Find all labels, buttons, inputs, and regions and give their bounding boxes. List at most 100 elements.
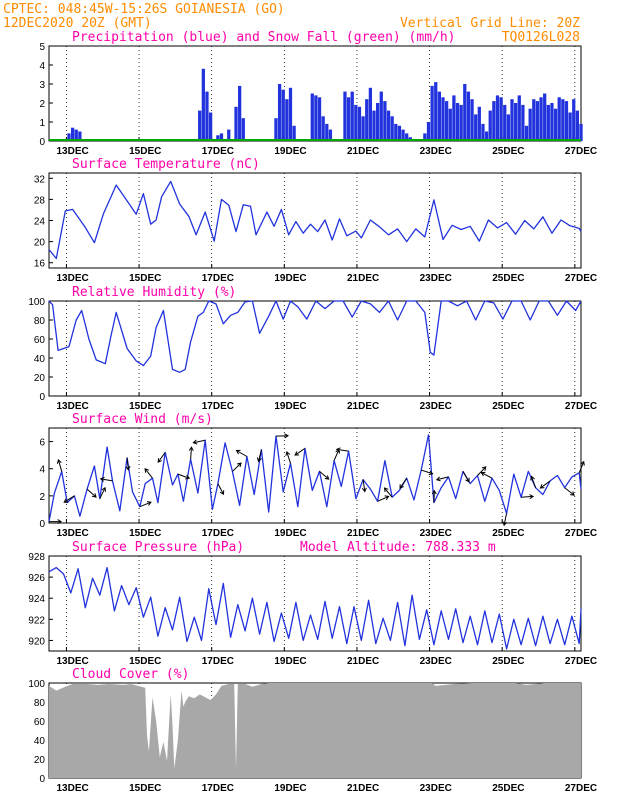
temp-ytick-label-24: 24 (34, 217, 46, 228)
precip-bar (383, 101, 387, 141)
cloud-ytick-label-100: 100 (28, 679, 45, 690)
rh-series-line (48, 300, 582, 373)
wind-arrow-head (324, 475, 330, 480)
pres-ytick-label-926: 926 (28, 573, 45, 584)
wind-ytick-label-2: 2 (39, 492, 45, 503)
cloud-xtick-label-27DEC: 27DEC (565, 783, 597, 794)
precip-bar (474, 114, 478, 141)
cloud-xtick-label-17DEC: 17DEC (202, 783, 234, 794)
cloud-xtick-label-13DEC: 13DEC (56, 783, 88, 794)
precip-bar (550, 103, 554, 141)
wind-arrow (144, 468, 153, 479)
precip-bar (310, 93, 314, 141)
cloud-title: Cloud Cover (%) (72, 667, 189, 682)
wind-arrow (421, 469, 433, 475)
pres-title: Surface Pressure (hPa) (72, 540, 244, 555)
precip-bar (506, 114, 511, 141)
precip-bar (74, 129, 78, 141)
wind-arrow-head (188, 446, 194, 452)
cloud-xtick-label-19DEC: 19DEC (274, 783, 306, 794)
precip-ytick-label-2: 2 (39, 99, 45, 110)
precip-bar (390, 116, 394, 141)
wind-xtick-label-25DEC: 25DEC (492, 528, 524, 539)
wind-title: Surface Wind (m/s) (72, 412, 213, 427)
pres-xtick-label-25DEC: 25DEC (492, 656, 524, 667)
precip-bar (426, 122, 431, 141)
wind-arrow-head (435, 476, 441, 482)
precip-bar (205, 91, 209, 141)
wind-arrow (333, 449, 340, 461)
temp-xtick-label-17DEC: 17DEC (202, 273, 234, 284)
precip-bar (346, 97, 351, 141)
precip-bar (495, 95, 500, 141)
wind-arrow (477, 466, 487, 476)
precip-bar (219, 133, 224, 141)
precip-xtick-label-17DEC: 17DEC (202, 146, 234, 157)
temp-title: Surface Temperature (nC) (72, 157, 260, 172)
precip-bar (376, 103, 380, 141)
wind-arrow (540, 480, 551, 489)
wind-arrow (86, 488, 97, 498)
wind-arrow-head (192, 439, 198, 445)
wind-arrow (399, 477, 408, 489)
pres-ytick-label-920: 920 (28, 636, 45, 647)
precip-bar (361, 116, 365, 141)
precip-bar (543, 93, 547, 141)
wind-arrow (190, 447, 192, 460)
wind-arrow (336, 448, 349, 452)
wind-arrow-head (383, 487, 389, 493)
pres-ytick-label-928: 928 (28, 552, 45, 563)
wind-arrow-head (428, 470, 434, 476)
precip-ytick-label-5: 5 (39, 42, 45, 53)
precip-bar (227, 129, 231, 141)
temp-series-line (48, 180, 582, 260)
wind-arrow-head (530, 475, 535, 481)
precip-bar (564, 101, 569, 141)
precip-bar (546, 104, 550, 141)
cloud-ytick-label-80: 80 (34, 698, 46, 709)
precip-bar (572, 99, 576, 141)
precip-bar (423, 133, 427, 141)
wind-arrow (564, 487, 575, 496)
wind-arrow-head (539, 484, 545, 489)
precip-bar (535, 101, 540, 141)
temp-xtick-label-13DEC: 13DEC (56, 273, 88, 284)
wind-arrow-head (56, 458, 62, 464)
precip-ytick-label-3: 3 (39, 80, 45, 91)
wind-arrow-head (570, 491, 575, 496)
precip-bar (470, 99, 474, 141)
precip-bar (503, 104, 507, 141)
precip-bar (401, 129, 405, 141)
precip-bar (274, 118, 278, 141)
precip-bar (430, 85, 434, 141)
precip-bar (285, 99, 289, 141)
wind-arrow-head (580, 460, 585, 466)
wind-arrow-head (91, 493, 97, 498)
wind-arrow (126, 457, 129, 470)
temp-frame (48, 172, 582, 269)
pres-xtick-label-17DEC: 17DEC (202, 656, 234, 667)
wind-arrow-head (481, 466, 487, 471)
precip-bar (448, 108, 452, 141)
precip-bar (437, 91, 442, 141)
wind-arrow (481, 472, 493, 479)
precip-ytick-label-4: 4 (39, 61, 45, 72)
wind-arrow (531, 476, 537, 488)
precip-xtick-label-25DEC: 25DEC (492, 146, 524, 157)
cloud-xtick-label-23DEC: 23DEC (420, 783, 452, 794)
wind-xtick-label-21DEC: 21DEC (347, 528, 379, 539)
precip-bar (488, 110, 492, 141)
rh-title: Relative Humidity (%) (72, 285, 236, 300)
wind-arrow (294, 447, 306, 456)
precip-bar (394, 123, 398, 141)
precip-bar (455, 103, 460, 141)
wind-arrow-head (465, 477, 470, 483)
precip-bar (575, 110, 580, 141)
rh-xtick-label-13DEC: 13DEC (56, 401, 88, 412)
cloud-ytick-label-20: 20 (34, 755, 46, 766)
wind-arrow (319, 471, 330, 480)
wind-arrow-head (480, 471, 486, 477)
wind-arrow (578, 461, 585, 473)
precip-bar (281, 89, 285, 141)
